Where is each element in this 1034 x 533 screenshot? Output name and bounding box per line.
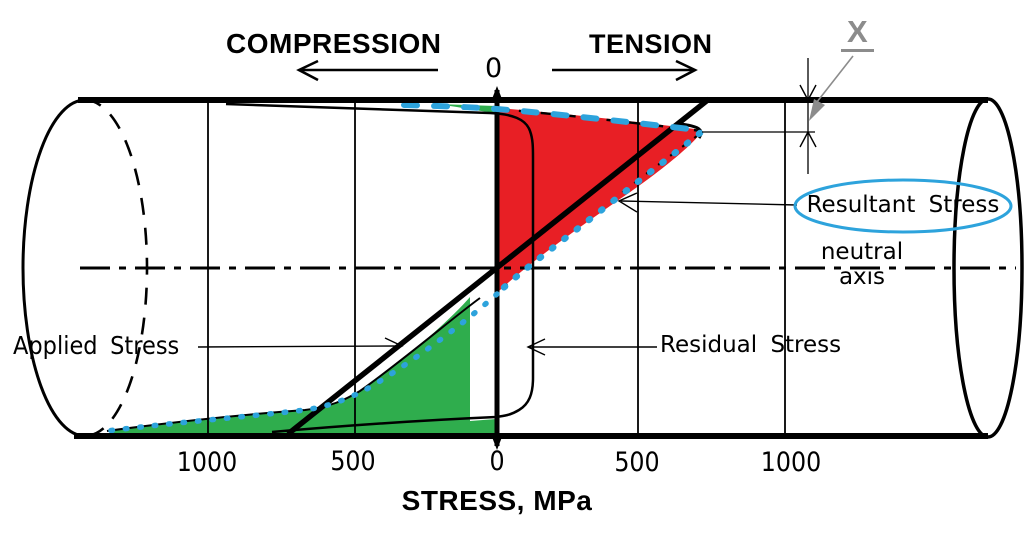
resultant-stress-label: Resultant Stress xyxy=(806,192,1000,218)
compression-area-bottom xyxy=(112,297,496,433)
residual-stress-leader-arrow xyxy=(526,338,546,356)
x-dimension-label: X xyxy=(841,16,874,52)
zero-axis-top-label: 0 xyxy=(485,53,503,84)
compression-label: COMPRESSION xyxy=(226,28,442,59)
cylinder-left-end-back-arc xyxy=(84,98,149,438)
axis-tick-1000-left: 1000 xyxy=(176,447,238,478)
x-label-leader-arrowhead xyxy=(809,99,825,121)
zero-axis-top-tip xyxy=(492,86,502,99)
residual-stress-label: Residual Stress xyxy=(660,332,842,358)
residual-stress-curve xyxy=(225,102,535,434)
axis-tick-1000-right: 1000 xyxy=(760,447,822,478)
axis-tick-500-right: 500 xyxy=(614,447,660,478)
cylinder-left-end-front-arc xyxy=(21,98,86,438)
axis-tick-500-left: 500 xyxy=(330,446,376,477)
tension-arrow-head xyxy=(675,59,698,82)
resultant-curve-blue-dots-right xyxy=(495,129,704,296)
neutral-axis-label-line2: axis xyxy=(838,264,886,290)
direction-arrows xyxy=(296,59,698,82)
resultant-callout-ellipse xyxy=(793,178,1013,234)
x-dimension-lower-tick-arrow xyxy=(799,131,817,148)
stress-axis-title: STRESS, MPa xyxy=(401,485,593,516)
resultant-stress-leader-arrow xyxy=(617,192,638,213)
applied-stress-line xyxy=(286,96,711,437)
applied-stress-label: Applied Stress xyxy=(13,331,180,360)
axis-tick-zero: 0 xyxy=(489,446,505,477)
x-label-leader xyxy=(812,55,854,108)
compression-arrow-head xyxy=(296,59,319,82)
x-dimension-upper-tick-arrow xyxy=(799,84,817,101)
resultant-curve-blue-top xyxy=(401,102,701,133)
x-dimension-group xyxy=(702,55,854,174)
zero-axis-bottom-tip xyxy=(492,437,502,450)
applied-stress-leader xyxy=(197,345,402,348)
applied-stress-leader-arrow xyxy=(384,337,404,356)
tension-area xyxy=(497,108,702,292)
resultant-curve-blue-dots-bottom xyxy=(104,291,500,434)
resultant-stress-leader xyxy=(620,200,798,206)
tension-label: TENSION xyxy=(589,29,713,59)
cylinder-right-end xyxy=(952,97,1024,439)
neutral-axis-label-line1: neutral xyxy=(820,239,904,265)
leader-lines xyxy=(197,192,798,356)
